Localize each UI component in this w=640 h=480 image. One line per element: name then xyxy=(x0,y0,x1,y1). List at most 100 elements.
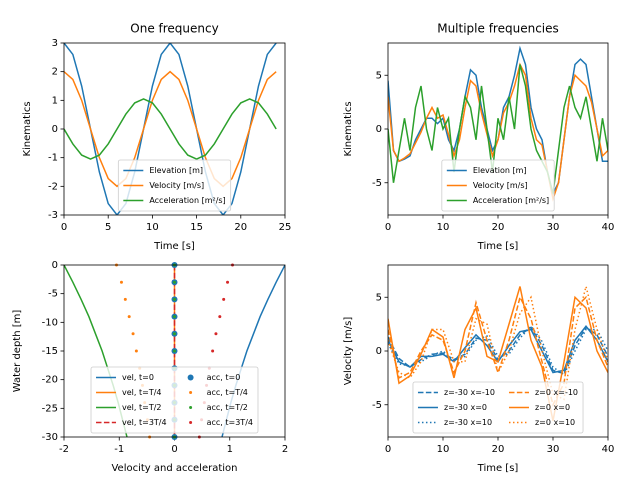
marker xyxy=(226,280,230,284)
subplot-title: Multiple frequencies xyxy=(437,22,559,36)
y-tick-label: -15 xyxy=(42,346,58,357)
marker xyxy=(127,315,131,319)
x-tick-label: 2 xyxy=(282,444,288,455)
series-line xyxy=(64,43,277,215)
x-tick-label: 0 xyxy=(385,222,391,233)
legend-label: acc, t=T/4 xyxy=(207,388,248,397)
y-tick-label: -5 xyxy=(372,178,382,189)
legend-marker xyxy=(189,406,193,409)
axes-frame xyxy=(387,42,609,216)
series-line xyxy=(388,286,608,401)
series-line xyxy=(388,295,608,407)
y-tick-label: 1 xyxy=(52,95,58,106)
legend-box xyxy=(90,366,259,434)
legend-marker xyxy=(187,374,194,381)
subplot: 0 10 20 30 40 -5 0 5 Multiple frequencies Time [s… xyxy=(343,22,614,253)
y-tick-label: 3 xyxy=(52,38,58,49)
x-axis-label: Time [s] xyxy=(477,241,519,252)
axes-frame xyxy=(63,42,286,216)
x-tick-label: 1 xyxy=(227,444,233,455)
legend-label: vel, t=T/2 xyxy=(122,403,161,412)
legend-label: acc, t=T/2 xyxy=(207,403,248,412)
x-tick-label: 20 xyxy=(492,222,505,233)
y-tick-label: -2 xyxy=(48,181,58,192)
marker xyxy=(134,349,138,353)
series-line xyxy=(388,325,608,376)
y-tick-label: -5 xyxy=(48,289,58,300)
x-tick-label: 40 xyxy=(602,444,615,455)
axes-frame xyxy=(387,264,609,438)
subplot-title: One frequency xyxy=(130,22,218,36)
series-line xyxy=(64,98,277,160)
legend-label: Acceleration [m²/s] xyxy=(473,196,549,205)
axes-frame xyxy=(63,264,286,438)
marker xyxy=(119,280,123,284)
x-tick-label: 5 xyxy=(105,222,111,233)
y-tick-label: 0 xyxy=(376,346,382,357)
legend-box xyxy=(412,381,584,434)
y-tick-label: 2 xyxy=(52,67,58,78)
x-tick-label: 20 xyxy=(234,222,247,233)
marker xyxy=(173,315,176,319)
legend-marker xyxy=(189,391,193,394)
plot-area xyxy=(388,286,608,422)
y-tick-label: 5 xyxy=(376,292,382,303)
x-tick-label: 30 xyxy=(547,444,560,455)
legend-label: Elevation [m] xyxy=(473,166,527,175)
legend-label: Velocity [m/s] xyxy=(149,181,204,190)
marker xyxy=(173,349,176,353)
legend: Elevation [m] Velocity [m/s] Acceleration … xyxy=(441,159,555,212)
plot-area xyxy=(388,45,608,202)
y-tick-label: -20 xyxy=(42,375,58,386)
x-tick-label: 30 xyxy=(547,222,560,233)
legend: z=-30 x=-10 z=-30 x=0 z=-30 x=10 z=0 x=-10 z… xyxy=(412,381,584,434)
x-tick-label: 10 xyxy=(146,222,159,233)
legend-label: Velocity [m/s] xyxy=(473,181,528,190)
marker xyxy=(131,332,135,336)
legend-label: z=-30 x=0 xyxy=(444,403,487,412)
y-axis-label: Water depth [m] xyxy=(12,310,23,393)
x-tick-label: 0 xyxy=(61,222,67,233)
y-tick-label: 0 xyxy=(52,260,58,271)
y-tick-label: -30 xyxy=(42,432,58,443)
subplot: 0 5 10 15 20 25 -3 -2 -1 0 1 2 3 One frequency Time [s… xyxy=(22,22,291,253)
y-tick-label: -3 xyxy=(48,210,58,221)
legend-label: z=0 x=-10 xyxy=(535,388,578,397)
legend-label: z=-30 x=-10 xyxy=(444,388,495,397)
legend-label: z=-30 x=10 xyxy=(444,418,492,427)
x-tick-label: 0 xyxy=(171,444,177,455)
marker xyxy=(123,297,127,301)
x-tick-label: 10 xyxy=(437,222,450,233)
legend-label: vel, t=3T/4 xyxy=(122,418,167,427)
legend: Elevation [m] Velocity [m/s] Acceleration … xyxy=(117,159,232,212)
x-axis-label: Time [s] xyxy=(153,241,195,252)
y-axis-label: Kinematics xyxy=(22,101,33,156)
legend-label: Elevation [m] xyxy=(149,166,203,175)
marker xyxy=(173,332,176,336)
legend-label: z=0 x=0 xyxy=(535,403,570,412)
legend-label: Acceleration [m²/s] xyxy=(149,196,225,205)
legend-label: vel, t=T/4 xyxy=(122,388,161,397)
x-tick-label: -2 xyxy=(59,444,69,455)
y-tick-label: -1 xyxy=(48,153,58,164)
y-tick-label: -5 xyxy=(372,400,382,411)
legend-label: z=0 x=10 xyxy=(535,418,575,427)
legend-marker xyxy=(189,421,193,424)
subplot: 0 10 20 30 40 -5 0 5 Time [s] Velocity [m/s] z=-30… xyxy=(343,264,615,474)
x-tick-label: -1 xyxy=(114,444,124,455)
y-tick-label: -10 xyxy=(42,317,58,328)
y-tick-label: 5 xyxy=(376,70,382,81)
legend-label: vel, t=0 xyxy=(122,373,154,382)
y-axis-label: Velocity [m/s] xyxy=(343,317,354,386)
y-axis-label: Kinematics xyxy=(343,101,354,156)
series-line xyxy=(64,70,277,188)
plot-area xyxy=(64,43,277,215)
marker xyxy=(173,297,176,301)
x-axis-label: Velocity and acceleration xyxy=(111,463,237,474)
marker xyxy=(214,332,218,336)
x-tick-label: 20 xyxy=(492,444,505,455)
marker xyxy=(173,280,176,284)
x-tick-label: 0 xyxy=(385,444,391,455)
